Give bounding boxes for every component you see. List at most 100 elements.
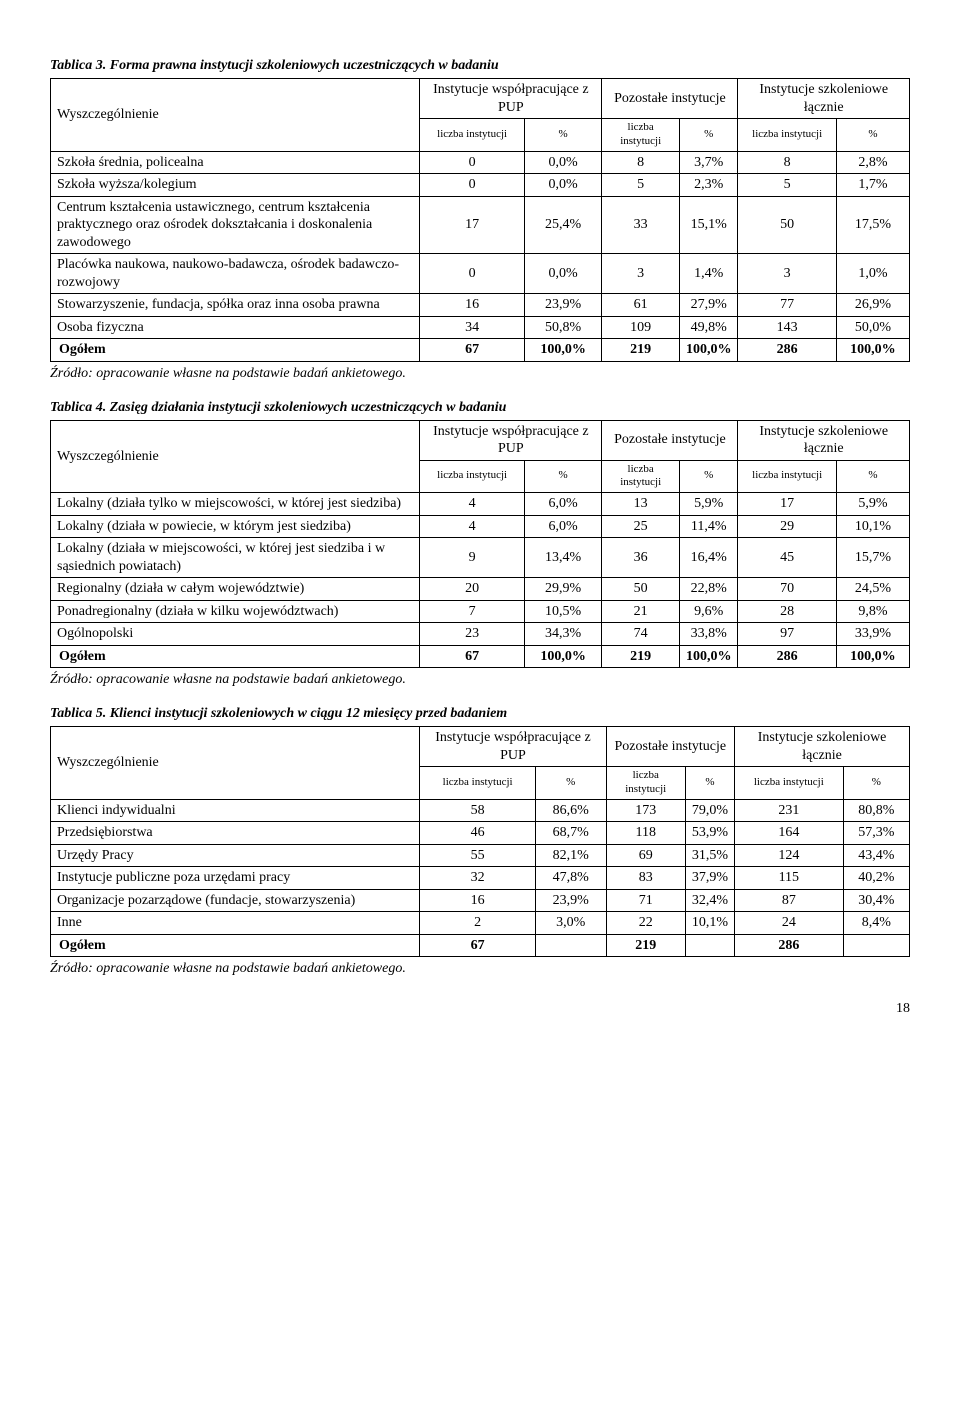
cell: 28 [738,600,836,623]
total-row: Ogółem67219286 [51,934,910,957]
cell: 3 [602,254,680,294]
sub-pct: % [843,767,909,800]
sub-pct: % [524,119,601,152]
cell: 34,3% [524,623,601,646]
cell: 21 [602,600,680,623]
cell: 10,5% [524,600,601,623]
total-cell [843,934,909,957]
total-cell: 286 [738,645,836,668]
sub-liczba: liczba instytucji [602,119,680,152]
cell: 58 [420,799,536,822]
cell: 0,0% [524,174,601,197]
cell: 10,1% [685,912,734,935]
table-row: Stowarzyszenie, fundacja, spółka oraz in… [51,294,910,317]
table5-caption-italic: w ciągu 12 miesięcy przed badaniem [298,706,508,721]
cell: 69 [606,844,685,867]
cell: 86,6% [535,799,606,822]
total-cell: 219 [602,339,680,362]
cell: 83 [606,867,685,890]
cell: 118 [606,822,685,845]
col-g2: Pozostałe instytucje [602,420,738,460]
cell: 68,7% [535,822,606,845]
cell: 27,9% [679,294,738,317]
col-g2: Pozostałe instytucje [602,79,738,119]
cell: 13,4% [524,538,601,578]
cell: 30,4% [843,889,909,912]
sub-pct: % [535,767,606,800]
cell: 61 [602,294,680,317]
cell: 23,9% [535,889,606,912]
cell: 26,9% [836,294,909,317]
cell: 50 [738,196,836,254]
col-wysz: Wyszczególnienie [51,79,420,152]
sub-pct: % [685,767,734,800]
cell: 50 [602,578,680,601]
cell: 124 [735,844,843,867]
table5-caption: Tablica 5. Klienci instytucji szkoleniow… [50,706,910,722]
cell: 173 [606,799,685,822]
cell: 47,8% [535,867,606,890]
cell: 57,3% [843,822,909,845]
col-g3: Instytucje szkoleniowe łącznie [735,727,910,767]
cell: 11,4% [679,515,738,538]
table-row: Lokalny (działa tylko w miejscowości, w … [51,493,910,516]
cell: 13 [602,493,680,516]
cell: 164 [735,822,843,845]
sub-liczba: liczba instytucji [738,460,836,493]
row-label: Lokalny (działa w miejscowości, w której… [51,538,420,578]
total-cell: 67 [420,645,525,668]
table-row: Lokalny (działa w powiecie, w którym jes… [51,515,910,538]
total-cell [535,934,606,957]
cell: 23 [420,623,525,646]
cell: 7 [420,600,525,623]
cell: 5,9% [679,493,738,516]
table-row: Osoba fizyczna3450,8%10949,8%14350,0% [51,316,910,339]
cell: 9,6% [679,600,738,623]
row-label: Organizacje pozarządowe (fundacje, stowa… [51,889,420,912]
cell: 17 [738,493,836,516]
total-label: Ogółem [51,934,420,957]
total-cell: 100,0% [836,339,909,362]
cell: 34 [420,316,525,339]
cell: 2,3% [679,174,738,197]
sub-pct: % [679,460,738,493]
cell: 25 [602,515,680,538]
table5-source: Źródło: opracowanie własne na podstawie … [50,961,910,977]
table-row: Placówka naukowa, naukowo-badawcza, ośro… [51,254,910,294]
cell: 4 [420,515,525,538]
total-label: Ogółem [51,339,420,362]
table3-caption: Tablica 3. Forma prawna instytucji szkol… [50,58,910,74]
row-label: Regionalny (działa w całym województwie) [51,578,420,601]
cell: 33,9% [836,623,909,646]
cell: 20 [420,578,525,601]
cell: 143 [738,316,836,339]
sub-pct: % [836,119,909,152]
cell: 77 [738,294,836,317]
cell: 36 [602,538,680,578]
row-label: Szkoła średnia, policealna [51,151,420,174]
table3: Wyszczególnienie Instytucje współpracują… [50,78,910,362]
cell: 53,9% [685,822,734,845]
cell: 231 [735,799,843,822]
row-label: Stowarzyszenie, fundacja, spółka oraz in… [51,294,420,317]
cell: 15,1% [679,196,738,254]
total-cell [685,934,734,957]
cell: 0,0% [524,151,601,174]
col-g3: Instytucje szkoleniowe łącznie [738,79,910,119]
cell: 24 [735,912,843,935]
cell: 22,8% [679,578,738,601]
cell: 97 [738,623,836,646]
table-row: Instytucje publiczne poza urzędami pracy… [51,867,910,890]
sub-liczba: liczba instytucji [738,119,836,152]
sub-liczba: liczba instytucji [420,460,525,493]
cell: 37,9% [685,867,734,890]
cell: 17 [420,196,525,254]
cell: 29,9% [524,578,601,601]
cell: 8 [738,151,836,174]
cell: 29 [738,515,836,538]
cell: 55 [420,844,536,867]
cell: 24,5% [836,578,909,601]
cell: 9 [420,538,525,578]
row-label: Lokalny (działa w powiecie, w którym jes… [51,515,420,538]
cell: 0 [420,254,525,294]
